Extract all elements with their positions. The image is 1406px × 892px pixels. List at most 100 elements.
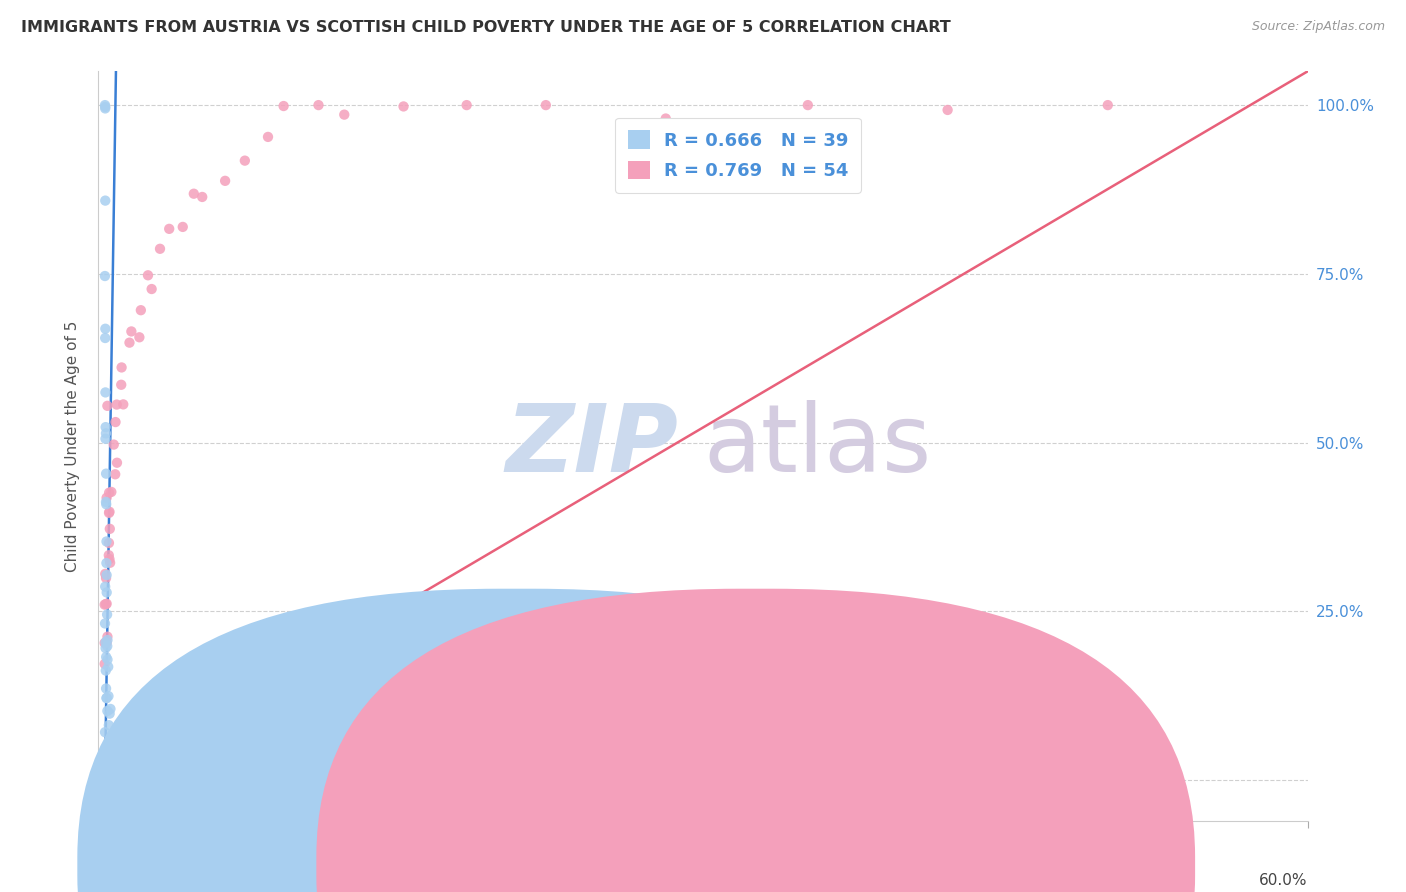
Point (94, 426, 117, 441)
Point (96, 568, 118, 582)
Point (94, 597, 117, 611)
Point (112, 397, 135, 411)
Point (97, 718, 120, 732)
Point (97, 548, 120, 562)
Point (96, 585, 118, 599)
Point (94, 467, 117, 481)
Point (94, 102, 117, 116)
Point (128, 330, 150, 344)
Point (98, 506, 121, 520)
Point (257, 129, 280, 144)
Point (93, 657, 115, 671)
Point (110, 360, 132, 375)
Text: 0.0%: 0.0% (104, 873, 143, 888)
Point (534, 98, 557, 112)
Point (129, 303, 152, 318)
Point (94, 331, 117, 345)
Point (97, 536, 120, 550)
Point (94, 641, 117, 656)
Point (936, 103, 959, 117)
Point (214, 174, 236, 188)
Text: Immigrants from Austria: Immigrants from Austria (541, 859, 728, 873)
Point (96, 704, 118, 718)
Point (273, 99, 295, 113)
Y-axis label: Child Poverty Under the Age of 5: Child Poverty Under the Age of 5 (65, 320, 80, 572)
Point (104, 467, 127, 482)
Point (104, 415, 127, 429)
Point (94, 322, 117, 336)
Point (94, 432, 117, 446)
Point (110, 377, 132, 392)
Point (333, 108, 356, 122)
Point (94, 664, 117, 678)
Point (191, 190, 214, 204)
Point (98, 485, 121, 500)
Point (96, 399, 118, 413)
Point (183, 186, 205, 201)
Point (193, 690, 215, 705)
Point (98, 505, 121, 519)
Point (94, 385, 117, 400)
Point (456, 98, 478, 112)
Point (392, 99, 415, 113)
Text: 60.0%: 60.0% (1260, 873, 1308, 888)
Point (93, 598, 115, 612)
Point (105, 398, 128, 412)
Point (141, 282, 163, 296)
Point (94, 571, 117, 585)
Point (100, 737, 122, 751)
Point (96, 607, 118, 622)
Point (94, 635, 117, 649)
Point (96, 633, 118, 648)
Point (98, 706, 121, 721)
Point (120, 325, 142, 339)
Point (96, 497, 118, 511)
Point (96, 556, 118, 570)
Point (118, 335, 141, 350)
Point (96, 534, 118, 549)
Point (98, 522, 121, 536)
Point (96, 597, 118, 611)
Point (96, 635, 118, 649)
Point (94, 100, 117, 114)
Point (157, 222, 180, 236)
Point (94, 495, 117, 509)
Point (97, 689, 120, 703)
Point (100, 484, 122, 499)
Point (98, 552, 121, 566)
Point (233, 153, 256, 168)
Point (797, 98, 820, 112)
Text: atlas: atlas (703, 400, 931, 492)
Text: IMMIGRANTS FROM AUSTRIA VS SCOTTISH CHILD POVERTY UNDER THE AGE OF 5 CORRELATION: IMMIGRANTS FROM AUSTRIA VS SCOTTISH CHIL… (21, 20, 950, 35)
Point (308, 98, 330, 112)
Point (94, 681, 117, 696)
Point (96, 652, 118, 666)
Text: Source: ZipAtlas.com: Source: ZipAtlas.com (1251, 20, 1385, 33)
Point (94, 566, 117, 581)
Point (172, 219, 194, 234)
Point (96, 691, 118, 706)
Point (149, 242, 172, 256)
Text: ZIP: ZIP (506, 400, 679, 492)
Point (94, 98, 117, 112)
Point (103, 437, 125, 451)
Point (995, 711, 1018, 725)
Point (94, 725, 117, 739)
Point (96, 630, 118, 644)
Point (93, 636, 115, 650)
Text: Scottish: Scottish (780, 859, 842, 873)
Point (655, 112, 678, 126)
Point (94, 194, 117, 208)
Point (94, 268, 117, 283)
Point (96, 639, 118, 653)
Point (96, 491, 118, 505)
Point (100, 702, 122, 716)
Point (96, 691, 118, 706)
Point (105, 456, 128, 470)
Point (136, 268, 159, 283)
Point (98, 556, 121, 570)
Point (97, 660, 120, 674)
Point (1097, 98, 1119, 112)
Legend: R = 0.666   N = 39, R = 0.769   N = 54: R = 0.666 N = 39, R = 0.769 N = 54 (616, 118, 860, 193)
Point (94, 580, 117, 594)
